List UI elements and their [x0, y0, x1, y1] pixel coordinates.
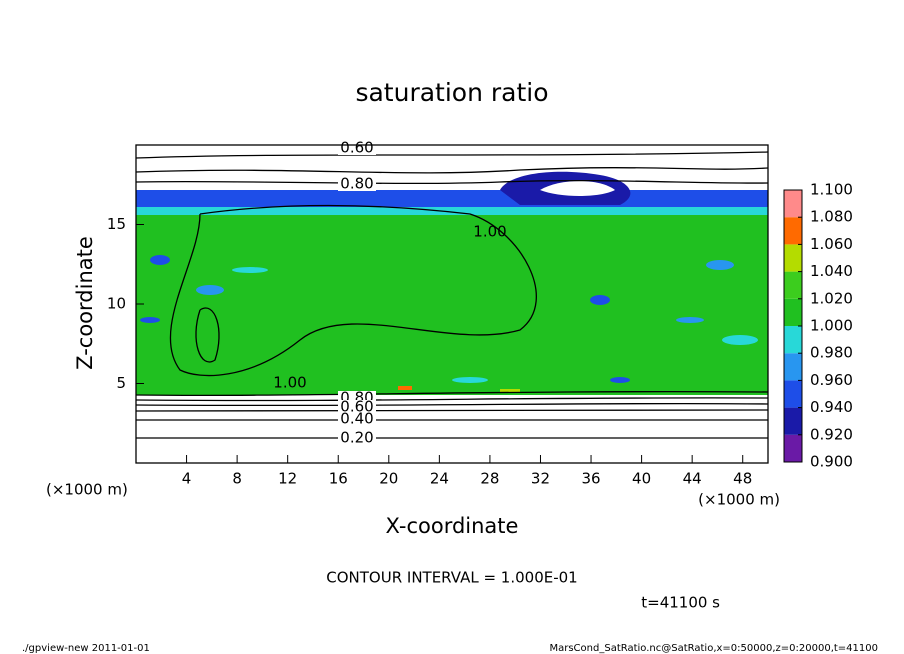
- y-tick-label: 5: [116, 374, 126, 392]
- contour-label: 1.00: [273, 374, 306, 392]
- field-orange: [398, 386, 412, 390]
- contour-label-bg: [338, 400, 376, 414]
- colorbar-segment: [784, 407, 802, 435]
- x-tick-label: 4: [182, 470, 192, 488]
- field-speckle: [590, 295, 610, 305]
- colorbar-tick-label: 0.920: [810, 425, 853, 443]
- contour-label-bg: [338, 177, 376, 191]
- x-axis-label: X-coordinate: [386, 514, 519, 538]
- field-orange: [500, 389, 520, 392]
- colorbar-tick-label: 1.020: [810, 289, 853, 307]
- x-tick-label: 16: [329, 470, 348, 488]
- colorbar-segment: [784, 244, 802, 272]
- contour-label: 0.60: [340, 398, 373, 416]
- contour-line: [135, 390, 769, 397]
- contour-line: [135, 167, 769, 174]
- field-speckle: [150, 255, 170, 265]
- colorbar-tick-label: 0.940: [810, 398, 853, 416]
- contour-line: [169, 204, 537, 377]
- contour-line: [135, 402, 769, 407]
- colorbar-tick-label: 0.960: [810, 371, 853, 389]
- colorbar-segment: [784, 434, 802, 462]
- contour-line: [195, 307, 220, 363]
- colorbar-tick-label: 0.900: [810, 453, 853, 471]
- contour-label-bg: [338, 412, 376, 426]
- chart-title: saturation ratio: [355, 78, 548, 107]
- contour-label-bg: [338, 431, 376, 445]
- colorbar-tick-label: 1.080: [810, 208, 853, 226]
- y-tick-label: 15: [107, 215, 126, 233]
- field-speckle: [232, 267, 268, 273]
- x-tick-label: 24: [430, 470, 449, 488]
- x-tick-label: 36: [581, 470, 600, 488]
- x-tick-label: 44: [683, 470, 702, 488]
- contour-line: [135, 151, 769, 159]
- x-tick-label: 48: [733, 470, 752, 488]
- x-tick-label: 12: [278, 470, 297, 488]
- colorbar-tick-label: 1.000: [810, 317, 853, 335]
- field-speckle: [610, 377, 630, 383]
- colorbar-tick-label: 0.980: [810, 344, 853, 362]
- y-tick-label: 10: [107, 295, 126, 313]
- contour-label: 0.20: [340, 429, 373, 447]
- field-speckle: [676, 317, 704, 323]
- footer-left: ./gpview-new 2011-01-01: [22, 643, 150, 654]
- colorbar-tick-label: 1.100: [810, 181, 853, 199]
- colorbar-tick-label: 1.060: [810, 235, 853, 253]
- x-unit: (×1000 m): [698, 491, 780, 509]
- colorbar-segment: [784, 271, 802, 299]
- colorbar-segment: [784, 380, 802, 408]
- contour-line: [135, 409, 769, 412]
- field-speckle: [196, 285, 224, 295]
- x-tick-label: 28: [480, 470, 499, 488]
- colorbar-segment: [784, 190, 802, 218]
- field-speckle: [722, 335, 758, 345]
- field-speckle: [452, 377, 488, 383]
- time-label: t=41100 s: [641, 594, 720, 612]
- contour-label: 0.40: [340, 410, 373, 428]
- x-tick-label: 8: [232, 470, 242, 488]
- contour-line: [135, 179, 769, 185]
- contour-line: [135, 397, 769, 402]
- colorbar-segment: [784, 298, 802, 326]
- footer-right: MarsCond_SatRatio.nc@SatRatio,x=0:50000,…: [549, 643, 878, 654]
- contour-interval: CONTOUR INTERVAL = 1.000E-01: [326, 569, 577, 587]
- field-green: [136, 212, 768, 395]
- contour-label: 0.80: [340, 175, 373, 193]
- contour-label: 0.60: [340, 139, 373, 157]
- colorbar-segment: [784, 326, 802, 354]
- field-cyan-band: [136, 207, 768, 215]
- field-speckle: [706, 260, 734, 270]
- field-blob-white: [540, 181, 615, 196]
- field-speckle: [140, 317, 160, 323]
- y-unit: (×1000 m): [46, 481, 128, 499]
- contour-label: 1.00: [473, 223, 506, 241]
- x-tick-label: 40: [632, 470, 651, 488]
- x-tick-label: 20: [379, 470, 398, 488]
- y-axis-label: Z-coordinate: [73, 236, 97, 370]
- colorbar-segment: [784, 217, 802, 245]
- colorbar-segment: [784, 353, 802, 381]
- colorbar-tick-label: 1.040: [810, 262, 853, 280]
- x-tick-label: 32: [531, 470, 550, 488]
